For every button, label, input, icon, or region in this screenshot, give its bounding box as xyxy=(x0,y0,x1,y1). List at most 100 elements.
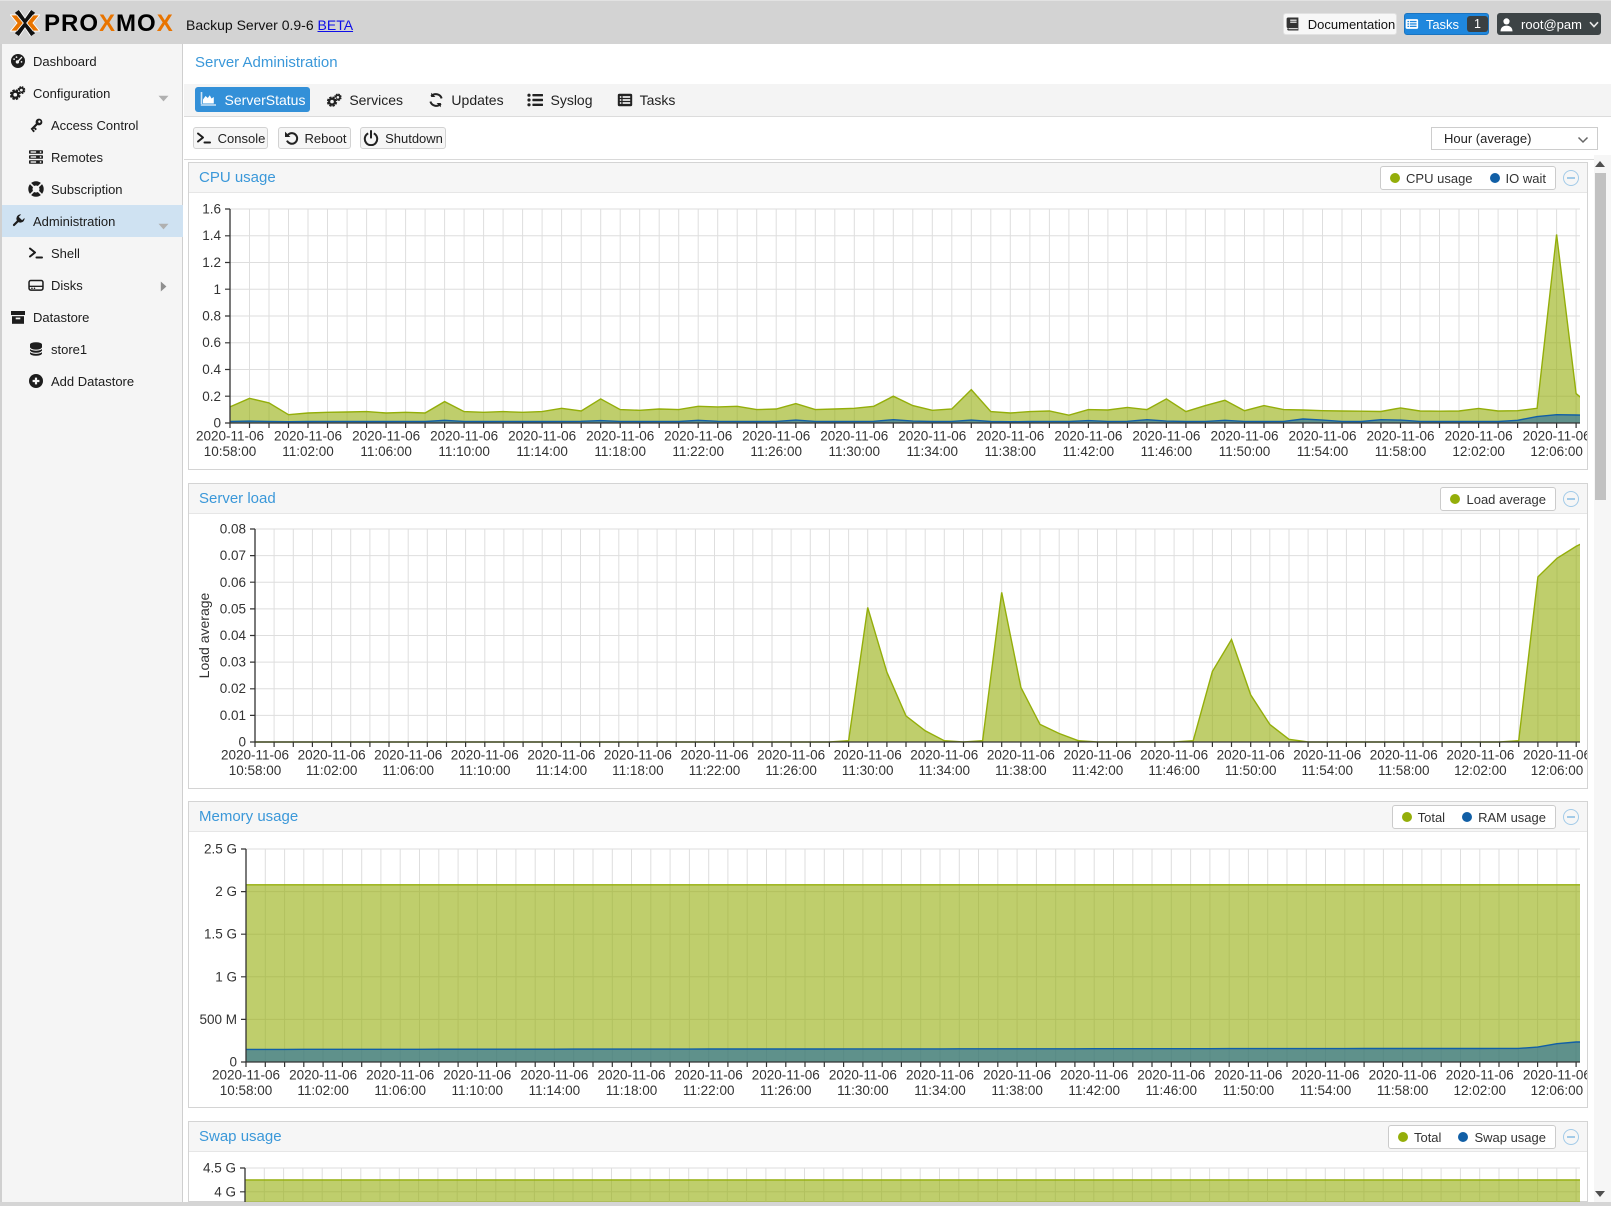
svg-text:11:34:00: 11:34:00 xyxy=(914,1083,966,1098)
svg-text:11:58:00: 11:58:00 xyxy=(1378,763,1430,778)
svg-text:2020-11-06: 2020-11-06 xyxy=(1366,429,1434,444)
svg-text:0.01: 0.01 xyxy=(220,708,246,723)
svg-text:2020-11-06: 2020-11-06 xyxy=(212,1068,280,1083)
svg-text:11:22:00: 11:22:00 xyxy=(672,444,724,459)
svg-text:11:26:00: 11:26:00 xyxy=(765,763,817,778)
svg-text:2020-11-06: 2020-11-06 xyxy=(664,429,732,444)
svg-text:2 G: 2 G xyxy=(215,884,237,899)
svg-text:11:34:00: 11:34:00 xyxy=(919,763,971,778)
svg-text:2020-11-06: 2020-11-06 xyxy=(1293,748,1361,763)
svg-text:2.5 G: 2.5 G xyxy=(204,842,237,857)
svg-text:11:10:00: 11:10:00 xyxy=(438,444,490,459)
svg-text:11:42:00: 11:42:00 xyxy=(1063,444,1115,459)
svg-text:2020-11-06: 2020-11-06 xyxy=(1523,748,1587,763)
svg-text:2020-11-06: 2020-11-06 xyxy=(1140,748,1208,763)
svg-text:2020-11-06: 2020-11-06 xyxy=(1445,429,1513,444)
svg-text:11:58:00: 11:58:00 xyxy=(1377,1083,1429,1098)
svg-text:2020-11-06: 2020-11-06 xyxy=(829,1068,897,1083)
svg-text:2020-11-06: 2020-11-06 xyxy=(820,429,888,444)
svg-text:0.07: 0.07 xyxy=(220,548,246,563)
svg-text:11:38:00: 11:38:00 xyxy=(985,444,1037,459)
svg-text:0: 0 xyxy=(229,1055,237,1070)
svg-text:11:14:00: 11:14:00 xyxy=(516,444,568,459)
svg-text:11:02:00: 11:02:00 xyxy=(282,444,334,459)
svg-text:2020-11-06: 2020-11-06 xyxy=(298,748,366,763)
svg-text:2020-11-06: 2020-11-06 xyxy=(366,1068,434,1083)
svg-text:2020-11-06: 2020-11-06 xyxy=(527,748,595,763)
svg-text:0.03: 0.03 xyxy=(220,655,246,670)
svg-text:2020-11-06: 2020-11-06 xyxy=(289,1068,357,1083)
svg-text:2020-11-06: 2020-11-06 xyxy=(906,1068,974,1083)
svg-text:2020-11-06: 2020-11-06 xyxy=(1217,748,1285,763)
svg-text:11:18:00: 11:18:00 xyxy=(594,444,646,459)
svg-text:11:06:00: 11:06:00 xyxy=(360,444,412,459)
svg-text:11:42:00: 11:42:00 xyxy=(1068,1083,1120,1098)
svg-text:0.8: 0.8 xyxy=(202,309,221,324)
svg-text:2020-11-06: 2020-11-06 xyxy=(451,748,519,763)
svg-text:0: 0 xyxy=(238,735,246,750)
svg-text:0.6: 0.6 xyxy=(202,335,221,350)
svg-text:11:18:00: 11:18:00 xyxy=(606,1083,658,1098)
svg-text:10:58:00: 10:58:00 xyxy=(229,763,282,778)
svg-text:11:06:00: 11:06:00 xyxy=(382,763,434,778)
svg-text:1.2: 1.2 xyxy=(202,255,221,270)
svg-text:2020-11-06: 2020-11-06 xyxy=(1446,748,1514,763)
svg-text:2020-11-06: 2020-11-06 xyxy=(604,748,672,763)
svg-text:11:30:00: 11:30:00 xyxy=(829,444,881,459)
svg-text:11:38:00: 11:38:00 xyxy=(995,763,1047,778)
svg-text:10:58:00: 10:58:00 xyxy=(204,444,257,459)
svg-text:0.04: 0.04 xyxy=(220,628,247,643)
svg-text:11:42:00: 11:42:00 xyxy=(1072,763,1124,778)
svg-text:0.02: 0.02 xyxy=(220,681,246,696)
svg-text:2020-11-06: 2020-11-06 xyxy=(520,1068,588,1083)
svg-text:1: 1 xyxy=(213,282,221,297)
svg-text:1 G: 1 G xyxy=(215,969,237,984)
svg-text:2020-11-06: 2020-11-06 xyxy=(757,748,825,763)
svg-text:11:18:00: 11:18:00 xyxy=(612,763,664,778)
svg-text:12:06:00: 12:06:00 xyxy=(1531,1083,1584,1098)
svg-text:4.5 G: 4.5 G xyxy=(203,1161,236,1176)
svg-text:12:06:00: 12:06:00 xyxy=(1531,763,1584,778)
svg-text:11:30:00: 11:30:00 xyxy=(842,763,894,778)
svg-text:500 M: 500 M xyxy=(199,1012,237,1027)
svg-text:11:46:00: 11:46:00 xyxy=(1141,444,1193,459)
svg-text:2020-11-06: 2020-11-06 xyxy=(1214,1068,1282,1083)
svg-text:11:22:00: 11:22:00 xyxy=(683,1083,735,1098)
svg-text:11:58:00: 11:58:00 xyxy=(1375,444,1427,459)
svg-text:1.6: 1.6 xyxy=(202,202,221,217)
svg-text:11:26:00: 11:26:00 xyxy=(750,444,802,459)
svg-text:0.08: 0.08 xyxy=(220,522,246,537)
svg-text:11:10:00: 11:10:00 xyxy=(459,763,511,778)
svg-text:11:46:00: 11:46:00 xyxy=(1146,1083,1198,1098)
svg-text:2020-11-06: 2020-11-06 xyxy=(1370,748,1438,763)
svg-text:12:02:00: 12:02:00 xyxy=(1452,444,1505,459)
svg-text:2020-11-06: 2020-11-06 xyxy=(597,1068,665,1083)
svg-text:2020-11-06: 2020-11-06 xyxy=(680,748,748,763)
svg-text:2020-11-06: 2020-11-06 xyxy=(976,429,1044,444)
svg-text:11:14:00: 11:14:00 xyxy=(529,1083,581,1098)
svg-text:11:02:00: 11:02:00 xyxy=(297,1083,349,1098)
svg-text:11:02:00: 11:02:00 xyxy=(306,763,358,778)
svg-text:2020-11-06: 2020-11-06 xyxy=(586,429,654,444)
svg-text:2020-11-06: 2020-11-06 xyxy=(374,748,442,763)
svg-text:11:46:00: 11:46:00 xyxy=(1148,763,1200,778)
svg-text:2020-11-06: 2020-11-06 xyxy=(508,429,576,444)
svg-text:2020-11-06: 2020-11-06 xyxy=(1446,1068,1514,1083)
svg-text:12:02:00: 12:02:00 xyxy=(1454,1083,1507,1098)
svg-text:2020-11-06: 2020-11-06 xyxy=(1288,429,1356,444)
svg-text:0: 0 xyxy=(213,416,221,431)
svg-text:2020-11-06: 2020-11-06 xyxy=(987,748,1055,763)
svg-text:2020-11-06: 2020-11-06 xyxy=(196,429,264,444)
svg-text:11:38:00: 11:38:00 xyxy=(991,1083,1043,1098)
svg-text:2020-11-06: 2020-11-06 xyxy=(752,1068,820,1083)
svg-text:11:50:00: 11:50:00 xyxy=(1219,444,1271,459)
svg-text:2020-11-06: 2020-11-06 xyxy=(675,1068,743,1083)
svg-text:4 G: 4 G xyxy=(214,1184,236,1199)
svg-text:11:54:00: 11:54:00 xyxy=(1300,1083,1352,1098)
svg-text:11:50:00: 11:50:00 xyxy=(1225,763,1277,778)
svg-text:2020-11-06: 2020-11-06 xyxy=(1060,1068,1128,1083)
svg-text:0.05: 0.05 xyxy=(220,601,246,616)
svg-text:2020-11-06: 2020-11-06 xyxy=(1291,1068,1359,1083)
svg-text:2020-11-06: 2020-11-06 xyxy=(1210,429,1278,444)
svg-text:1.4: 1.4 xyxy=(202,228,221,243)
